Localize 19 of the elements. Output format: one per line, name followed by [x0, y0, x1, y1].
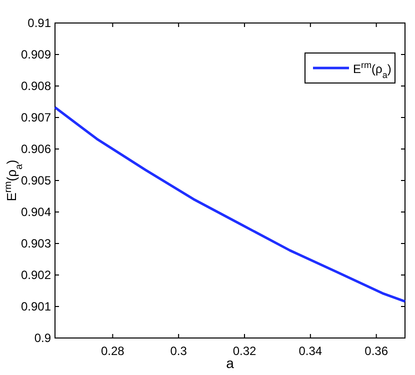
x-tick-label: 0.3: [170, 344, 188, 358]
x-axis-title: a: [226, 355, 234, 371]
x-tick-label: 0.34: [298, 344, 322, 358]
y-tick-label: 0.9: [34, 331, 52, 345]
y-tick-label: 0.901: [20, 300, 52, 314]
y-tick-label: 0.907: [20, 110, 52, 124]
y-tick-label: 0.902: [20, 268, 52, 282]
x-tick-label: 0.36: [364, 344, 388, 358]
legend-label: E$^{rm}$(ρ$_{a}$): [353, 60, 392, 80]
line-series: [54, 106, 406, 303]
y-tick-label: 0.909: [20, 48, 52, 62]
y-tick-label: 0.91: [28, 16, 52, 30]
y-tick-label: 0.908: [20, 79, 52, 93]
y-tick-label: 0.903: [20, 236, 52, 250]
y-tick-label: 0.905: [20, 174, 52, 188]
x-tick-label: 0.28: [100, 344, 125, 358]
x-tick-label: 0.32: [232, 344, 257, 358]
y-tick-label: 0.904: [20, 205, 52, 219]
y-tick-label: 0.906: [20, 142, 52, 156]
